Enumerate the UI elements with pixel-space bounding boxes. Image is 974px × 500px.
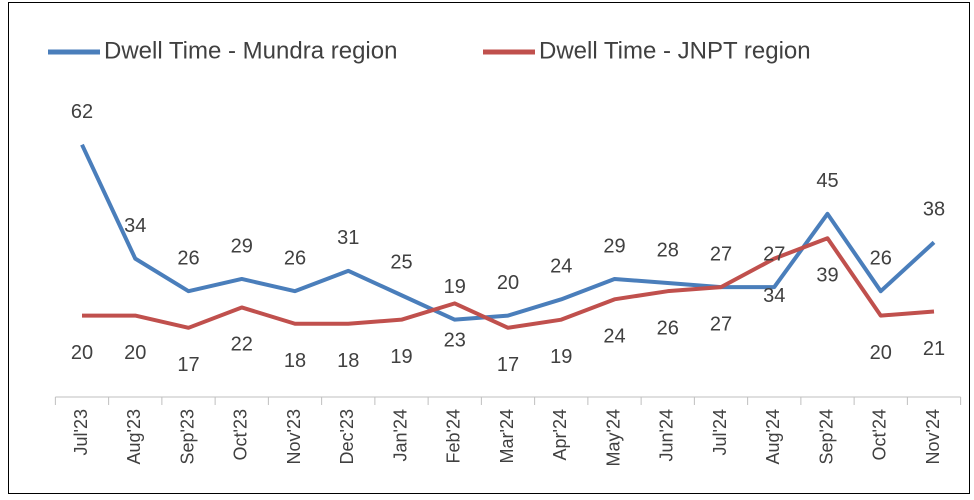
data-label: 21: [923, 338, 945, 360]
data-label: 34: [763, 285, 785, 307]
data-label: 22: [231, 334, 253, 356]
data-label: 26: [177, 247, 199, 269]
x-tick-label: Nov'23: [284, 409, 304, 464]
x-tick-label: Oct'23: [231, 409, 251, 460]
data-label: 29: [231, 235, 253, 257]
x-tick-label: Jun'24: [657, 409, 677, 461]
data-label: 19: [444, 276, 466, 298]
data-label: 24: [603, 326, 625, 348]
legend-label: Dwell Time - Mundra region: [104, 37, 397, 64]
data-label: 17: [177, 354, 199, 376]
legend-label: Dwell Time - JNPT region: [539, 37, 811, 64]
x-tick-label: Aug'24: [763, 409, 783, 465]
x-tick-label: Apr'24: [550, 409, 570, 460]
series-line: [82, 236, 935, 330]
data-label: 19: [550, 346, 572, 368]
data-label: 39: [816, 265, 838, 287]
x-tick-label: Aug'23: [124, 409, 144, 465]
x-tick-label: May'24: [603, 409, 623, 466]
data-label: 23: [444, 330, 466, 352]
x-tick-label: Jan'24: [390, 409, 410, 461]
x-tick-label: Dec'23: [337, 409, 357, 464]
data-label: 26: [870, 247, 892, 269]
data-label: 45: [816, 170, 838, 192]
x-tick-label: Jul'24: [710, 409, 730, 455]
chart-frame: [8, 2, 970, 494]
data-label: 25: [390, 252, 412, 274]
data-label: 27: [763, 243, 785, 265]
data-label: 26: [657, 317, 679, 339]
data-label: 27: [710, 243, 732, 265]
x-tick-label: Nov'24: [923, 409, 943, 464]
data-label: 27: [710, 313, 732, 335]
data-label: 62: [71, 101, 93, 123]
data-label: 18: [284, 350, 306, 372]
x-tick-label: Jul'23: [71, 409, 91, 455]
x-tick-label: Sep'23: [177, 409, 197, 465]
data-label: 20: [870, 342, 892, 364]
data-label: 20: [497, 272, 519, 294]
data-label: 31: [337, 227, 359, 249]
data-label: 24: [550, 256, 572, 278]
data-label: 18: [337, 350, 359, 372]
data-label: 19: [390, 346, 412, 368]
data-label: 20: [71, 342, 93, 364]
data-label: 38: [923, 199, 945, 221]
x-tick-label: Mar'24: [497, 409, 517, 463]
data-label: 20: [124, 342, 146, 364]
data-label: 34: [124, 215, 146, 237]
data-label: 17: [497, 354, 519, 376]
data-label: 26: [284, 247, 306, 269]
data-label: 29: [603, 235, 625, 257]
x-tick-label: Feb'24: [444, 409, 464, 463]
series-line: [80, 143, 936, 322]
x-tick-label: Oct'24: [870, 409, 890, 460]
x-tick-label: Sep'24: [816, 409, 836, 465]
data-label: 28: [657, 239, 679, 261]
